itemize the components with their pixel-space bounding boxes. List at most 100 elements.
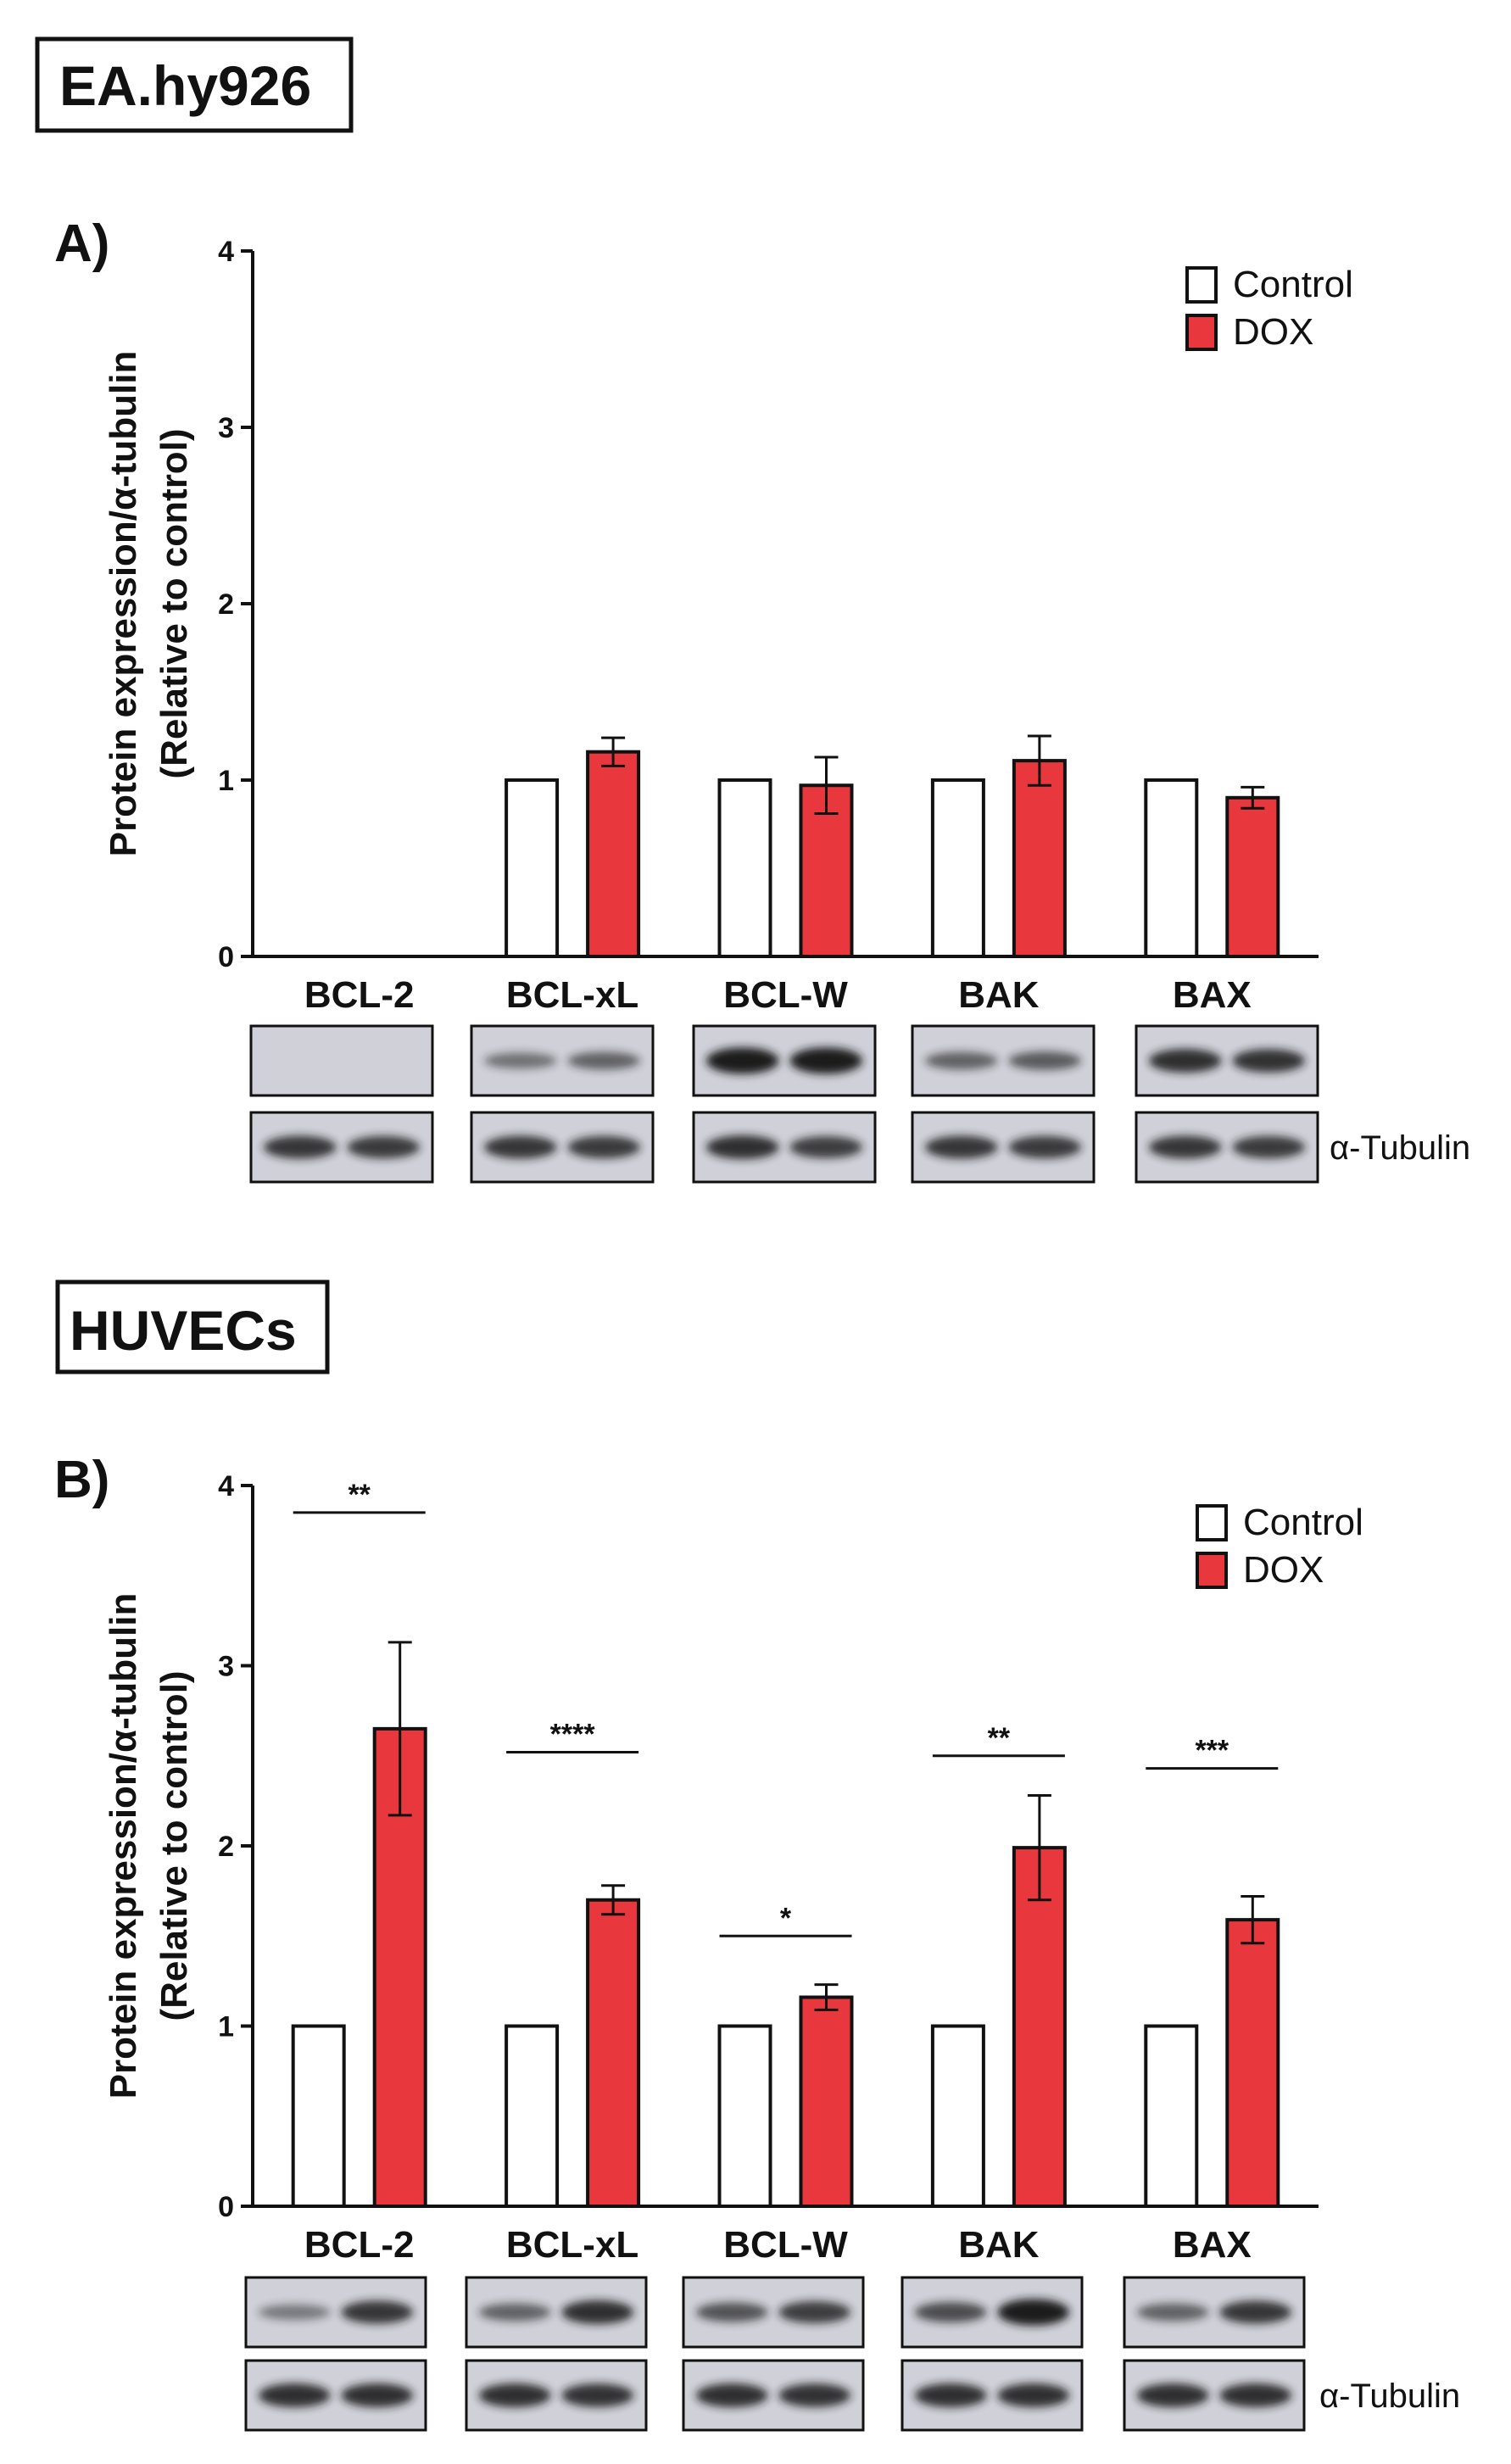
category-label: BAK bbox=[958, 2224, 1040, 2266]
category-label: BAX bbox=[1173, 974, 1252, 1016]
blot-band bbox=[483, 1052, 557, 1069]
blot-band bbox=[778, 2301, 851, 2323]
blot-band bbox=[258, 2383, 331, 2407]
category-label: BCL-2 bbox=[304, 2224, 415, 2266]
blot-target bbox=[249, 1024, 434, 1097]
y-tick-label: 1 bbox=[218, 765, 234, 797]
category-label: BAX bbox=[1173, 2224, 1252, 2266]
legend-swatch-control bbox=[1196, 1504, 1228, 1541]
bar-dox bbox=[799, 1995, 854, 2208]
bar-control bbox=[717, 2024, 772, 2208]
section-title: HUVECs bbox=[70, 1299, 297, 1362]
blot-band bbox=[1232, 1049, 1306, 1073]
blot-band bbox=[561, 2383, 634, 2407]
y-tick-label: 0 bbox=[218, 941, 234, 973]
y-tick-label: 1 bbox=[218, 2011, 234, 2043]
y-tick-label: 4 bbox=[218, 1470, 234, 1502]
legend-swatch-dox bbox=[1185, 314, 1218, 351]
legend-label-control: Control bbox=[1233, 264, 1353, 305]
category-label: BCL-2 bbox=[304, 974, 415, 1016]
y-tick-label: 0 bbox=[218, 2191, 234, 2223]
bar-control bbox=[505, 778, 560, 958]
legend-label-control: Control bbox=[1243, 1502, 1363, 1543]
blot-band bbox=[347, 1135, 421, 1159]
blot-band bbox=[567, 1051, 641, 1070]
y-tick-label: 4 bbox=[218, 236, 234, 268]
blot-band bbox=[478, 2303, 551, 2322]
significance-label: *** bbox=[1195, 1735, 1229, 1767]
category-label: BAK bbox=[958, 974, 1040, 1016]
panel-b: HUVECs B) 0 1 2 3 4 Protein expression/α-tubuli… bbox=[54, 1279, 1460, 2432]
bar-control bbox=[717, 778, 772, 958]
bar-dox bbox=[1225, 1918, 1280, 2208]
category-label: BCL-xL bbox=[506, 2224, 638, 2266]
panel-a: EA.hy926 A) 0 1 2 3 4 Protein expression/α-tubu… bbox=[35, 36, 1470, 1184]
section-title: EA.hy926 bbox=[59, 54, 311, 117]
y-axis-label-sub: (Relative to control) bbox=[153, 428, 195, 778]
y-tick-label: 2 bbox=[218, 588, 234, 621]
bar-dox bbox=[1012, 759, 1067, 958]
blot-band bbox=[258, 2305, 331, 2320]
loading-control-label: α-Tubulin bbox=[1319, 2378, 1460, 2415]
bar-dox bbox=[1225, 795, 1280, 958]
category-label: BCL-W bbox=[723, 974, 848, 1016]
blot-band bbox=[1008, 1135, 1082, 1159]
legend-swatch-dox bbox=[1196, 1552, 1228, 1589]
blot-band bbox=[483, 1135, 557, 1159]
significance-label: * bbox=[780, 1902, 792, 1934]
category-label: BCL-xL bbox=[506, 974, 638, 1016]
blot-band bbox=[567, 1135, 641, 1159]
blot-band bbox=[914, 2302, 987, 2322]
panel-label: B) bbox=[54, 1451, 109, 1509]
blot-band bbox=[695, 2302, 768, 2322]
blot-band bbox=[705, 1135, 779, 1159]
blot-band bbox=[695, 2383, 768, 2407]
y-axis-label: Protein expression/α-tubulin bbox=[103, 351, 144, 857]
bar-dox bbox=[1012, 1846, 1067, 2208]
blot-band bbox=[997, 2383, 1070, 2407]
blot-band bbox=[1232, 1135, 1306, 1159]
blot-band bbox=[1136, 2383, 1209, 2407]
blot-band bbox=[341, 2383, 414, 2407]
blot-band bbox=[789, 1047, 863, 1074]
significance-label: **** bbox=[550, 1719, 596, 1751]
blot-band bbox=[705, 1047, 779, 1074]
bar-control bbox=[930, 778, 985, 958]
bar-dox bbox=[586, 1898, 641, 2208]
y-tick-label: 3 bbox=[218, 1651, 234, 1683]
category-label: BCL-W bbox=[723, 2224, 848, 2266]
blot-band bbox=[1008, 1051, 1082, 1070]
legend-swatch-control bbox=[1185, 266, 1218, 304]
y-tick-label: 2 bbox=[218, 1831, 234, 1863]
blot-band bbox=[1136, 2303, 1209, 2322]
blot-band bbox=[924, 1135, 998, 1159]
blot-band bbox=[997, 2299, 1070, 2326]
loading-control-label: α-Tubulin bbox=[1330, 1129, 1470, 1167]
bar-control bbox=[1144, 778, 1199, 958]
bar-control bbox=[1144, 2024, 1199, 2208]
y-axis-label: Protein expression/α-tubulin bbox=[103, 1593, 144, 2099]
blot-band bbox=[1148, 1135, 1222, 1159]
bar-control bbox=[291, 2024, 346, 2208]
bar-dox bbox=[586, 750, 641, 958]
blot-band bbox=[924, 1051, 998, 1070]
blot-band bbox=[778, 2383, 851, 2407]
significance-label: ** bbox=[348, 1479, 371, 1511]
blot-band bbox=[341, 2300, 414, 2324]
section-title-box bbox=[35, 36, 354, 133]
blot-band bbox=[263, 1135, 337, 1159]
blot-band bbox=[1148, 1049, 1222, 1073]
bar-control bbox=[930, 2024, 985, 2208]
blot-band bbox=[1219, 2300, 1292, 2324]
significance-label: ** bbox=[988, 1722, 1011, 1754]
y-axis-label-sub: (Relative to control) bbox=[153, 1670, 195, 2021]
section-title-box bbox=[55, 1279, 330, 1374]
blot-band bbox=[561, 2300, 634, 2324]
blot-band bbox=[1219, 2383, 1292, 2407]
blot-band bbox=[789, 1136, 863, 1158]
blot-band bbox=[914, 2383, 987, 2407]
bar-control bbox=[505, 2024, 560, 2208]
blot-band bbox=[478, 2383, 551, 2407]
legend-label-dox: DOX bbox=[1233, 311, 1313, 353]
